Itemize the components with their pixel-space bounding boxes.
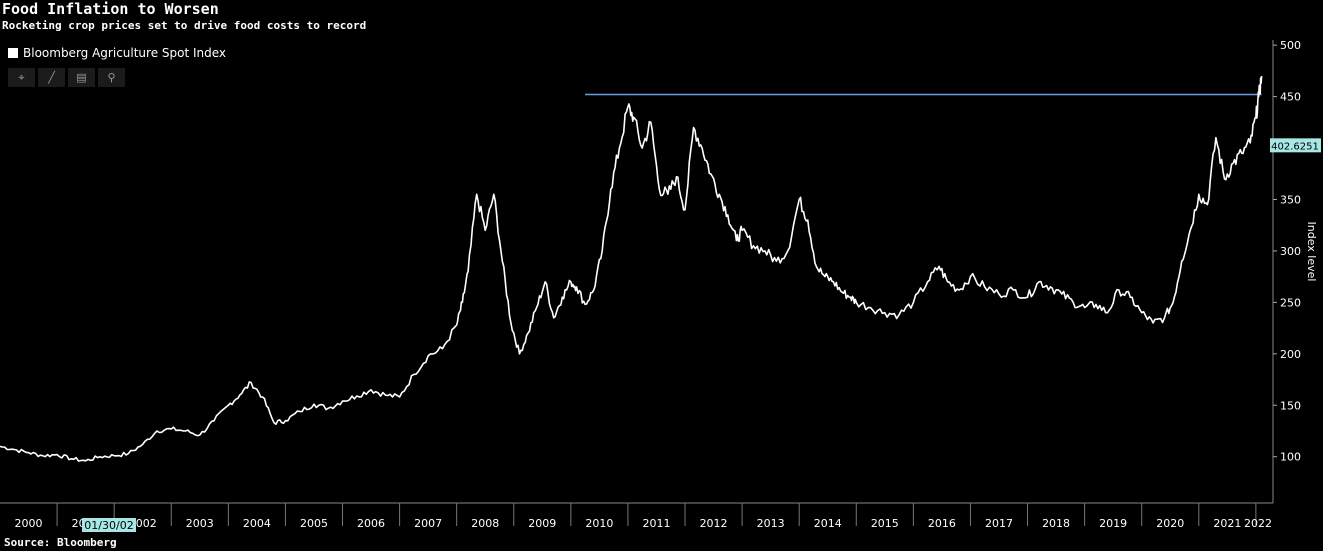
cursor-date-label: 01/30/02 bbox=[84, 519, 133, 532]
y-tick-label: 100 bbox=[1280, 451, 1301, 464]
crosshair-button[interactable]: ⌖ bbox=[8, 68, 35, 87]
y-tick-label: 350 bbox=[1280, 193, 1301, 206]
x-tick-label: 2004 bbox=[243, 517, 271, 530]
x-axis: 2000200120022003200420052006200720082009… bbox=[0, 502, 1273, 532]
x-tick-label: 2021 bbox=[1213, 517, 1241, 530]
x-tick-label: 2003 bbox=[186, 517, 214, 530]
y-axis: 100150200250300350400450500402.6251 bbox=[1270, 39, 1321, 503]
zoom-button[interactable]: ⚲ bbox=[98, 68, 125, 87]
x-tick-label: 2022 bbox=[1244, 517, 1272, 530]
x-tick-label: 2013 bbox=[757, 517, 785, 530]
x-tick-label: 2007 bbox=[414, 517, 442, 530]
x-tick-label: 2005 bbox=[300, 517, 328, 530]
x-tick-label: 2020 bbox=[1156, 517, 1184, 530]
x-tick-label: 2015 bbox=[871, 517, 899, 530]
y-axis-label: Index level bbox=[1305, 222, 1318, 282]
x-tick-label: 2019 bbox=[1099, 517, 1127, 530]
x-tick-label: 2017 bbox=[985, 517, 1013, 530]
x-tick-label: 2016 bbox=[928, 517, 956, 530]
x-tick-label: 2006 bbox=[357, 517, 385, 530]
x-tick-label: 2014 bbox=[814, 517, 842, 530]
table-button[interactable]: ▤ bbox=[68, 68, 95, 87]
plot-area bbox=[0, 75, 1263, 462]
cursor-date-badge bbox=[82, 518, 136, 532]
x-tick-label: 2000 bbox=[15, 517, 43, 530]
series-line bbox=[0, 75, 1263, 462]
y-tick-label: 150 bbox=[1280, 399, 1301, 412]
y-tick-label: 500 bbox=[1280, 39, 1301, 52]
legend-swatch bbox=[8, 48, 18, 58]
draw-line-icon: ╱ bbox=[48, 71, 55, 84]
last-value-label: 402.6251 bbox=[1271, 141, 1319, 152]
source-note: Source: Bloomberg bbox=[4, 536, 117, 549]
chart-title: Food Inflation to Worsen bbox=[2, 0, 219, 18]
chart-toolbar: ⌖ ╱ ▤ ⚲ bbox=[8, 68, 125, 87]
y-tick-label: 200 bbox=[1280, 348, 1301, 361]
y-tick-label: 250 bbox=[1280, 296, 1301, 309]
crosshair-icon: ⌖ bbox=[18, 70, 25, 84]
legend-label: Bloomberg Agriculture Spot Index bbox=[23, 46, 227, 60]
x-tick-label: 2018 bbox=[1042, 517, 1070, 530]
zoom-icon: ⚲ bbox=[107, 71, 116, 84]
draw-line-button[interactable]: ╱ bbox=[38, 68, 65, 87]
y-tick-label: 300 bbox=[1280, 245, 1301, 258]
x-tick-label: 2010 bbox=[585, 517, 613, 530]
table-icon: ▤ bbox=[76, 71, 87, 84]
x-tick-label: 2012 bbox=[700, 517, 728, 530]
x-tick-label: 2008 bbox=[471, 517, 499, 530]
x-tick-label: 2009 bbox=[528, 517, 556, 530]
chart-subtitle: Rocketing crop prices set to drive food … bbox=[2, 19, 367, 32]
x-tick-label: 2011 bbox=[642, 517, 670, 530]
last-value-badge bbox=[1270, 138, 1321, 153]
y-tick-label: 450 bbox=[1280, 91, 1301, 104]
legend: Bloomberg Agriculture Spot Index bbox=[8, 46, 226, 60]
